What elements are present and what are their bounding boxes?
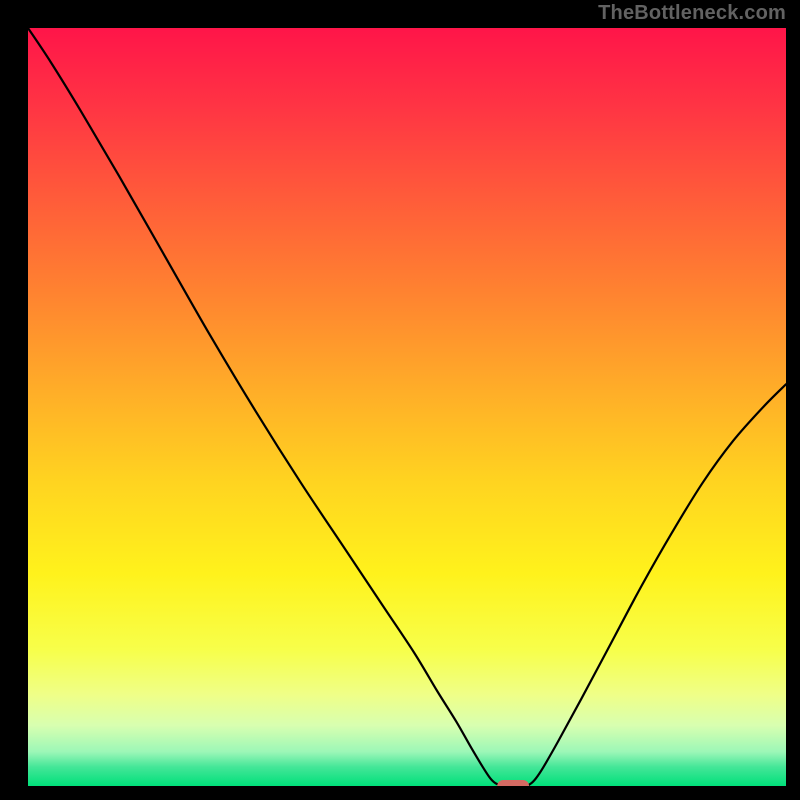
source-watermark: TheBottleneck.com	[598, 2, 786, 25]
plot-area	[28, 28, 786, 786]
plot-svg	[28, 28, 786, 786]
optimal-marker	[497, 780, 529, 786]
chart-frame: TheBottleneck.com	[0, 0, 800, 800]
gradient-background	[28, 28, 786, 786]
